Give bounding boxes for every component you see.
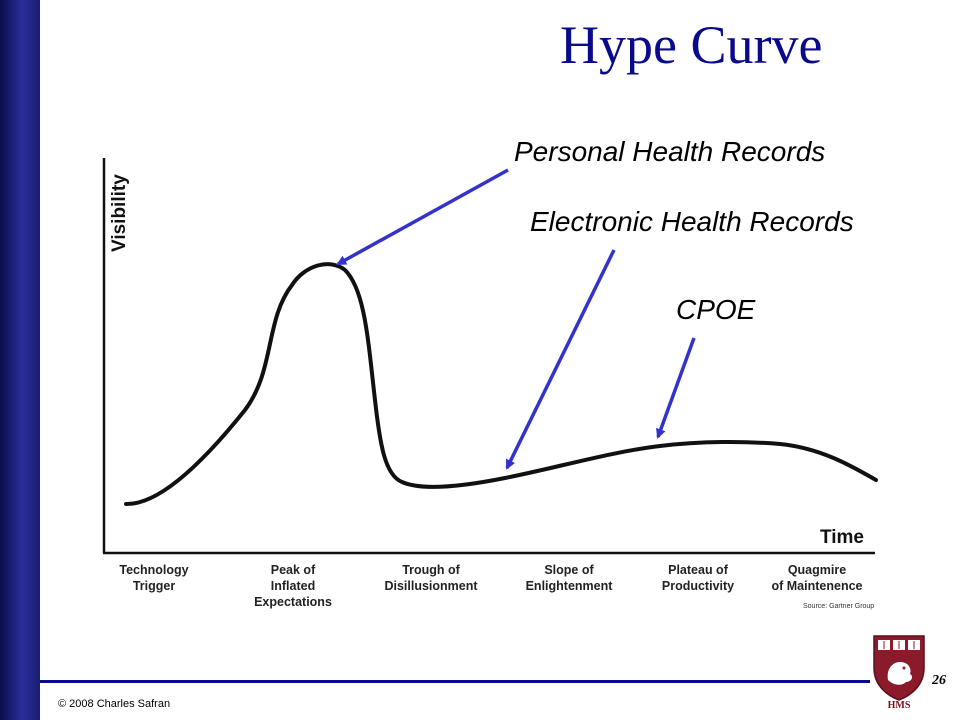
phase-quagmire-of-maintenence: Quagmire of Maintenence (771, 563, 863, 593)
phase-peak-of-inflated-expectations: Peak of Inflated Expectations (254, 563, 332, 609)
phase-trough-of-disillusionment: Trough of Disillusionment (384, 563, 478, 593)
slide-title: Hype Curve (560, 15, 823, 75)
footer-divider (40, 680, 870, 683)
arrow-cpoe (656, 337, 696, 439)
y-axis-label: Visibility (109, 174, 130, 252)
hms-logo-text: HMS (887, 700, 911, 711)
copyright-text: © 2008 Charles Safran (58, 698, 171, 710)
side-accent-bar (0, 0, 40, 720)
hype-curve (124, 262, 878, 507)
phase-plateau-of-productivity: Plateau of Productivity (661, 563, 735, 593)
arrow-ehr (505, 249, 616, 470)
arrow-phr (336, 168, 509, 266)
callout-cpoe: CPOE (676, 294, 756, 325)
callout-personal-health-records: Personal Health Records (514, 136, 826, 167)
phase-slope-of-enlightenment: Slope of Enlightenment (525, 563, 613, 593)
source-note: Source: Gartner Group (803, 603, 875, 610)
callout-electronic-health-records: Electronic Health Records (530, 206, 854, 237)
phase-technology-trigger: Technology Trigger (119, 563, 189, 593)
hms-shield-logo-icon (873, 635, 925, 701)
page-number: 26 (932, 673, 946, 688)
x-axis-label: Time (820, 527, 864, 548)
